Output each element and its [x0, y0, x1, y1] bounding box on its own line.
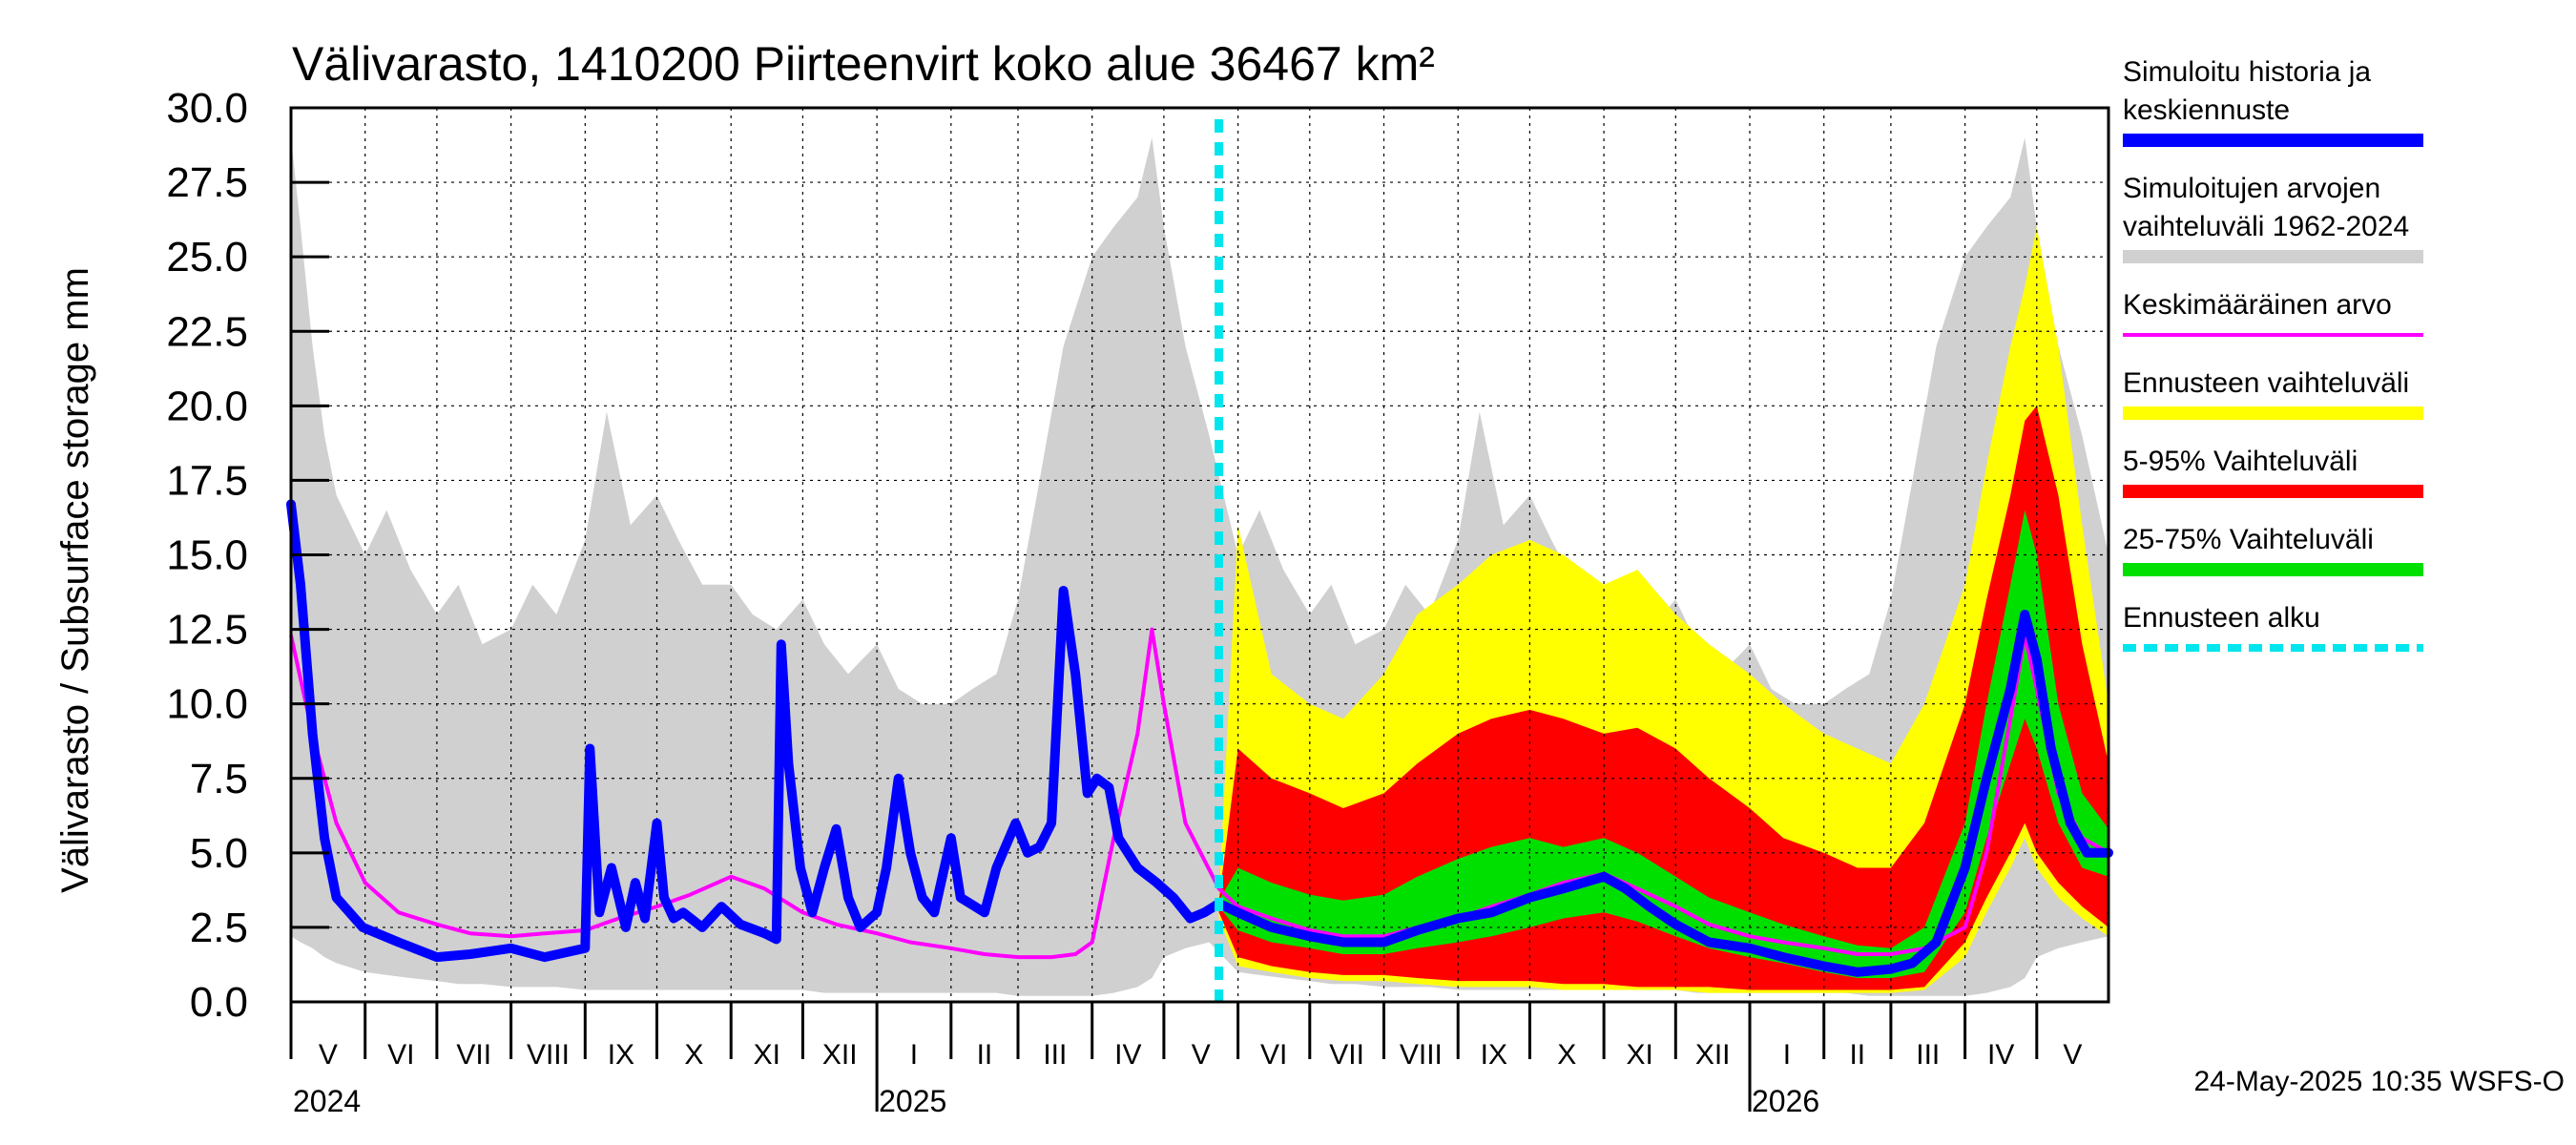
legend-item: Ennusteen alku — [2123, 602, 2423, 652]
legend: Simuloitu historia jakeskiennusteSimuloi… — [2123, 56, 2423, 652]
band-5-95 — [1218, 406, 2109, 990]
legend-label: vaihteluväli 1962-2024 — [2123, 211, 2409, 242]
legend-label: Keskimääräinen arvo — [2123, 289, 2392, 321]
legend-label: Ennusteen vaihteluväli — [2123, 367, 2409, 399]
series-mean-line — [289, 627, 2109, 960]
x-month-label: IV — [1114, 1039, 1141, 1071]
x-month-label: V — [2063, 1039, 2082, 1071]
legend-item: Simuloitu historia ja keskiennuste — [2123, 56, 2423, 147]
x-month-label: II — [977, 1039, 993, 1071]
footer-timestamp: 24-May-2025 10:35 WSFS-O — [2194, 1066, 2566, 1097]
x-month-label: X — [684, 1039, 703, 1071]
y-tick-label: 15.0 — [166, 532, 248, 579]
y-tick-label: 5.0 — [190, 830, 248, 877]
legend-item: Simuloitujen arvojen vaihteluväli 1962-20… — [2123, 173, 2423, 263]
x-month-label: X — [1557, 1039, 1576, 1071]
x-month-label: IV — [1987, 1039, 2014, 1071]
y-tick-label: 10.0 — [166, 681, 248, 728]
x-month-label: VI — [1260, 1039, 1287, 1071]
y-tick-label: 25.0 — [166, 234, 248, 281]
legend-item: Keskimääräinen arvo — [2123, 289, 2423, 337]
y-tick-label: 2.5 — [190, 905, 248, 951]
series-history-line — [286, 499, 2113, 977]
legend-item: 5-95% Vaihteluväli — [2123, 446, 2423, 498]
x-month-label: V — [1192, 1039, 1211, 1071]
x-month-label: XI — [754, 1039, 780, 1071]
x-month-label: III — [1043, 1039, 1067, 1071]
legend-label: 5-95% Vaihteluväli — [2123, 446, 2358, 477]
legend-label: keskiennuste — [2123, 94, 2290, 126]
legend-label: Simuloitu historia ja — [2123, 56, 2371, 88]
x-month-label: IX — [608, 1039, 634, 1071]
x-month-label: I — [1783, 1039, 1791, 1071]
legend-item: 25-75% Vaihteluväli — [2123, 524, 2423, 576]
x-month-label: XII — [822, 1039, 858, 1071]
x-month-label: VI — [387, 1039, 414, 1071]
x-month-label: VII — [456, 1039, 491, 1071]
x-year-label: 2024 — [293, 1084, 361, 1118]
y-axis-label: Välivarasto / Subsurface storage mm — [54, 267, 96, 893]
y-tick-label: 22.5 — [166, 308, 248, 355]
x-year-label: 2025 — [879, 1084, 946, 1118]
x-month-label: XI — [1627, 1039, 1653, 1071]
plot-area — [286, 107, 2113, 1003]
legend-label: Simuloitujen arvojen — [2123, 173, 2380, 204]
x-month-label: II — [1849, 1039, 1865, 1071]
x-month-label: VIII — [1400, 1039, 1443, 1071]
axes: 0.0 2.5 5.0 7.5 10.0 12.5 15.0 17.5 20.0 22.5 25.0… — [166, 85, 2110, 1118]
x-month-label: VIII — [527, 1039, 570, 1071]
x-month-label: III — [1916, 1039, 1940, 1071]
y-tick-label: 30.0 — [166, 85, 248, 132]
y-tick-label: 17.5 — [166, 457, 248, 504]
x-month-label: IX — [1481, 1039, 1507, 1071]
x-month-label: V — [319, 1039, 338, 1071]
x-year-label: 2026 — [1752, 1084, 1819, 1118]
x-month-label: I — [910, 1039, 918, 1071]
x-month-label: VII — [1329, 1039, 1364, 1071]
legend-label: 25-75% Vaihteluväli — [2123, 524, 2374, 555]
y-tick-label: 12.5 — [166, 607, 248, 654]
legend-item: Ennusteen vaihteluväli — [2123, 367, 2423, 420]
y-tick-label: 0.0 — [190, 979, 248, 1026]
y-tick-label: 7.5 — [190, 756, 248, 802]
y-tick-label: 27.5 — [166, 159, 248, 206]
y-tick-label: 20.0 — [166, 383, 248, 429]
legend-label: Ennusteen alku — [2123, 602, 2320, 634]
chart-title: Välivarasto, 1410200 Piirteenvirt koko a… — [292, 37, 1435, 91]
x-month-label: XII — [1695, 1039, 1731, 1071]
